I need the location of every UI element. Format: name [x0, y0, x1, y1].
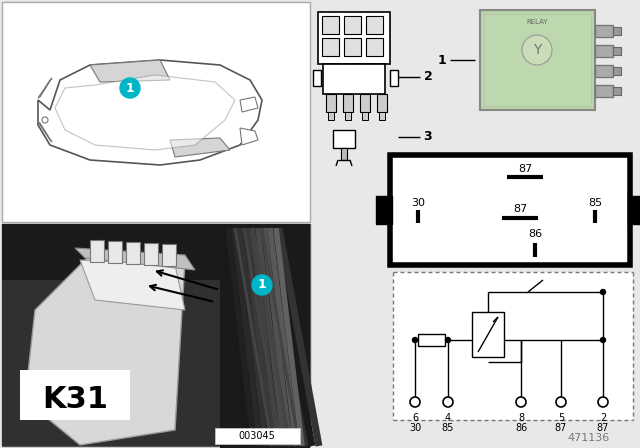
- Circle shape: [600, 289, 605, 294]
- Text: K31: K31: [42, 385, 108, 414]
- Bar: [595, 45, 613, 57]
- Text: 30: 30: [409, 423, 421, 433]
- Bar: [328, 112, 334, 120]
- Circle shape: [516, 397, 526, 407]
- Bar: [366, 38, 383, 56]
- Text: 003045: 003045: [239, 431, 275, 441]
- Text: 2: 2: [424, 70, 433, 83]
- Bar: [126, 242, 140, 264]
- Text: 5: 5: [558, 413, 564, 423]
- Polygon shape: [170, 138, 230, 157]
- Bar: [390, 70, 398, 86]
- Bar: [215, 428, 300, 444]
- Circle shape: [598, 397, 608, 407]
- Text: 1: 1: [125, 82, 134, 95]
- Bar: [390, 155, 630, 265]
- Bar: [313, 70, 321, 86]
- Text: 87: 87: [518, 164, 532, 174]
- Bar: [326, 94, 336, 112]
- Circle shape: [522, 35, 552, 65]
- Circle shape: [556, 397, 566, 407]
- Circle shape: [410, 397, 420, 407]
- Polygon shape: [240, 97, 258, 112]
- Bar: [20, 370, 130, 420]
- Bar: [613, 87, 621, 95]
- Text: 86: 86: [528, 229, 542, 239]
- Polygon shape: [38, 60, 262, 165]
- Bar: [366, 16, 383, 34]
- Bar: [318, 12, 390, 64]
- Polygon shape: [25, 250, 185, 445]
- Polygon shape: [2, 224, 310, 280]
- Text: 6: 6: [412, 413, 418, 423]
- Bar: [480, 10, 595, 110]
- Bar: [484, 14, 591, 106]
- Polygon shape: [2, 280, 310, 446]
- Bar: [595, 85, 613, 97]
- Polygon shape: [220, 224, 310, 448]
- Bar: [2, 224, 310, 446]
- Circle shape: [443, 397, 453, 407]
- Bar: [343, 94, 353, 112]
- Bar: [418, 334, 445, 346]
- Text: 85: 85: [442, 423, 454, 433]
- Bar: [144, 243, 158, 265]
- Circle shape: [445, 337, 451, 343]
- Text: 4: 4: [445, 413, 451, 423]
- Text: 87: 87: [555, 423, 567, 433]
- Bar: [472, 312, 504, 357]
- Bar: [613, 67, 621, 75]
- Bar: [345, 112, 351, 120]
- Bar: [333, 130, 355, 148]
- Circle shape: [120, 78, 140, 98]
- Circle shape: [252, 275, 272, 295]
- Polygon shape: [240, 128, 258, 145]
- Bar: [377, 94, 387, 112]
- Text: 1: 1: [438, 53, 446, 66]
- Text: 471136: 471136: [568, 433, 610, 443]
- Polygon shape: [38, 122, 52, 142]
- Bar: [613, 47, 621, 55]
- Bar: [108, 241, 122, 263]
- Text: Y: Y: [533, 43, 541, 57]
- Polygon shape: [90, 60, 170, 82]
- Bar: [2, 2, 310, 222]
- Bar: [322, 16, 339, 34]
- Bar: [323, 64, 385, 94]
- Text: 87: 87: [513, 204, 527, 214]
- Text: 2: 2: [600, 413, 606, 423]
- Bar: [162, 244, 176, 266]
- Bar: [379, 112, 385, 120]
- Polygon shape: [80, 260, 185, 310]
- Bar: [360, 94, 370, 112]
- Text: 87: 87: [597, 423, 609, 433]
- Bar: [613, 27, 621, 35]
- Bar: [362, 112, 368, 120]
- Polygon shape: [38, 78, 52, 98]
- Circle shape: [413, 337, 417, 343]
- Bar: [344, 38, 361, 56]
- Polygon shape: [75, 248, 195, 270]
- Text: 3: 3: [424, 130, 432, 143]
- Bar: [376, 196, 392, 224]
- Text: 1: 1: [258, 279, 266, 292]
- Bar: [322, 38, 339, 56]
- Text: 30: 30: [411, 198, 425, 208]
- Bar: [628, 196, 640, 224]
- Bar: [90, 240, 104, 262]
- Bar: [341, 148, 347, 160]
- Text: 86: 86: [515, 423, 527, 433]
- Polygon shape: [55, 75, 235, 150]
- Bar: [344, 16, 361, 34]
- Bar: [393, 272, 633, 420]
- Text: 85: 85: [588, 198, 602, 208]
- Bar: [595, 65, 613, 77]
- Bar: [595, 25, 613, 37]
- Text: RELAY: RELAY: [526, 19, 548, 25]
- Circle shape: [42, 117, 48, 123]
- Text: 8: 8: [518, 413, 524, 423]
- Circle shape: [600, 337, 605, 343]
